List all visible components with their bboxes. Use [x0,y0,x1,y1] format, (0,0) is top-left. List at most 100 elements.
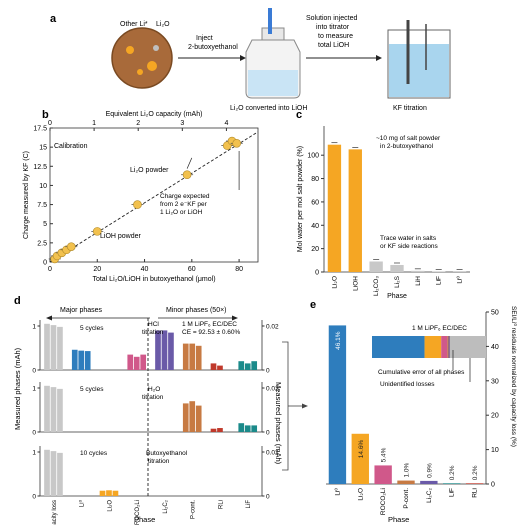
bar [57,388,63,432]
y-tick-label: 1 [32,386,36,393]
hcl-line1: HCl [148,321,159,328]
x-tick-label: LiF [449,488,456,497]
step2-line1: Solution injected [306,15,357,22]
y-tick-label: 40 [311,223,319,230]
x-tick-label: ROCO₂Li [380,488,387,515]
butoxy-line2: titration [148,458,170,465]
panel-e-plot: 0 10 20 30 40 50 46.1% Li⁰ 14.6% Li₂O 5.4% ROCO₂Li 1… [326,310,499,515]
bar [465,483,484,484]
x-tick-label: Li₂O [331,276,338,289]
bar [44,449,50,496]
bar [195,405,202,432]
bar [140,354,147,370]
li2o-powder-label: Li₂O powder [130,167,169,174]
x-tick-label: RLi [218,500,224,509]
annotation1-line2: in 2-butoxyethanol [380,143,434,150]
bar [348,149,362,272]
y-tick-label: 100 [307,153,319,160]
x-tick-label: LiH [415,276,422,286]
x-tick-label: P-cont. [191,500,197,519]
bar [195,345,202,370]
y-tick-label: 0 [32,494,36,501]
li2o-grain [137,69,143,75]
x-tick-label: Li₂C₂ [163,499,169,513]
bar [50,451,57,496]
bar [238,361,245,370]
unidentified-label: Unidentified losses [380,381,435,388]
y-tick-label: 10 [491,447,499,454]
y-tick-label: 40 [491,344,499,351]
expected-line [49,131,259,263]
lioh-powder-label: LiOH powder [100,233,142,240]
arrow-head [376,55,382,61]
x-tick-label: 60 [188,266,196,273]
y-tick-label: 60 [311,199,319,206]
bar [71,349,78,370]
step1-line1: Inject [196,35,213,42]
panel-d-xlabel: Phase [134,515,155,524]
bar [78,350,85,370]
pointer-line [186,157,193,169]
cycles10-label: 10 cycles [80,450,108,457]
inset-title: 1 M LiPF₆ EC/DEC [412,325,467,332]
x2-tick-label: 2 [136,120,140,127]
calibration-label: Calibration [54,143,88,150]
data-label: 5.4% [381,447,388,462]
x-tick-label: RLi [472,488,479,498]
panel-b-letter: b [42,109,49,121]
y-tick-label: 0 [32,430,36,437]
x-tick-label: 40 [141,266,149,273]
data-label: 0.2% [449,465,456,480]
bar [244,363,251,370]
y-tick-label: 17.5 [33,126,47,133]
bar [251,361,258,370]
hcl-line2: titration [142,329,164,336]
bar [133,356,140,370]
inset-segment [424,336,442,358]
x-tick-label: Li⁰ [456,276,464,284]
cycles5a-label: 5 cycles [80,325,104,332]
y-tick-label: 12.5 [33,164,47,171]
y-tick-label: 1 [32,324,36,331]
x-tick-label: LiOH [352,276,359,291]
inset-segment [372,336,425,358]
bottle-solution [248,70,298,96]
panel-e-ylabel: SEI/Li⁰ residuals normalized by capacity… [510,306,518,447]
data-label: 1.0% [404,463,411,478]
bar [44,385,50,432]
x-tick-label: ROCO₂Li [135,500,141,525]
panel-e-letter: e [310,299,316,311]
bar [106,490,112,496]
note-line3: 1 Li₂O or LiOH [160,209,203,216]
x2-tick-label: 1 [92,120,96,127]
x-tick-label: Li⁰ [79,499,86,507]
x-tick-label: Li⁰ [333,488,341,496]
syringe-icon [268,8,272,34]
data-label: 14.6% [358,440,365,459]
bar [238,423,245,432]
data-point [92,227,102,236]
bar [99,490,106,496]
bottle-cap [261,27,285,41]
x-tick-label: LiF [436,276,443,285]
panel-d-letter: d [14,295,21,307]
y-tick-label: 10 [39,183,47,190]
panel-d-ylabel-left: Measured phases (mAh) [13,347,22,430]
y-tick-label: 50 [491,310,499,317]
x-tick-label: P-cont. [403,488,410,509]
data-label: 0.9% [426,463,433,478]
panel-d-ylabel-right: Measured phases (mAh) [274,382,283,465]
x-axis-title: Total Li₂O/LiOH in butoxyethanol (μmol) [92,276,215,283]
bar [127,354,134,370]
bar [210,428,217,432]
bar [374,465,392,484]
bar [217,428,223,432]
note-line2: from 2 e⁻KF per [160,201,208,208]
bar [397,480,415,484]
x2-tick-label: 3 [180,120,184,127]
panel-a-letter: a [50,13,57,25]
step1-line2: 2-butoxyethanol [188,44,238,51]
x-tick-label: LiF [246,500,252,509]
data-label: 46.1% [335,331,342,350]
bar [44,323,50,370]
